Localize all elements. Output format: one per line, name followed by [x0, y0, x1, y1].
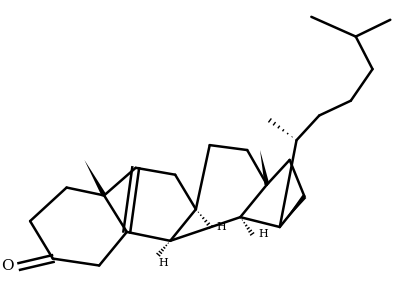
Text: H: H: [158, 258, 168, 267]
Polygon shape: [260, 150, 269, 185]
Text: H: H: [258, 229, 268, 239]
Text: H: H: [217, 222, 226, 232]
Polygon shape: [280, 195, 307, 227]
Text: O: O: [1, 259, 13, 274]
Polygon shape: [84, 160, 106, 197]
